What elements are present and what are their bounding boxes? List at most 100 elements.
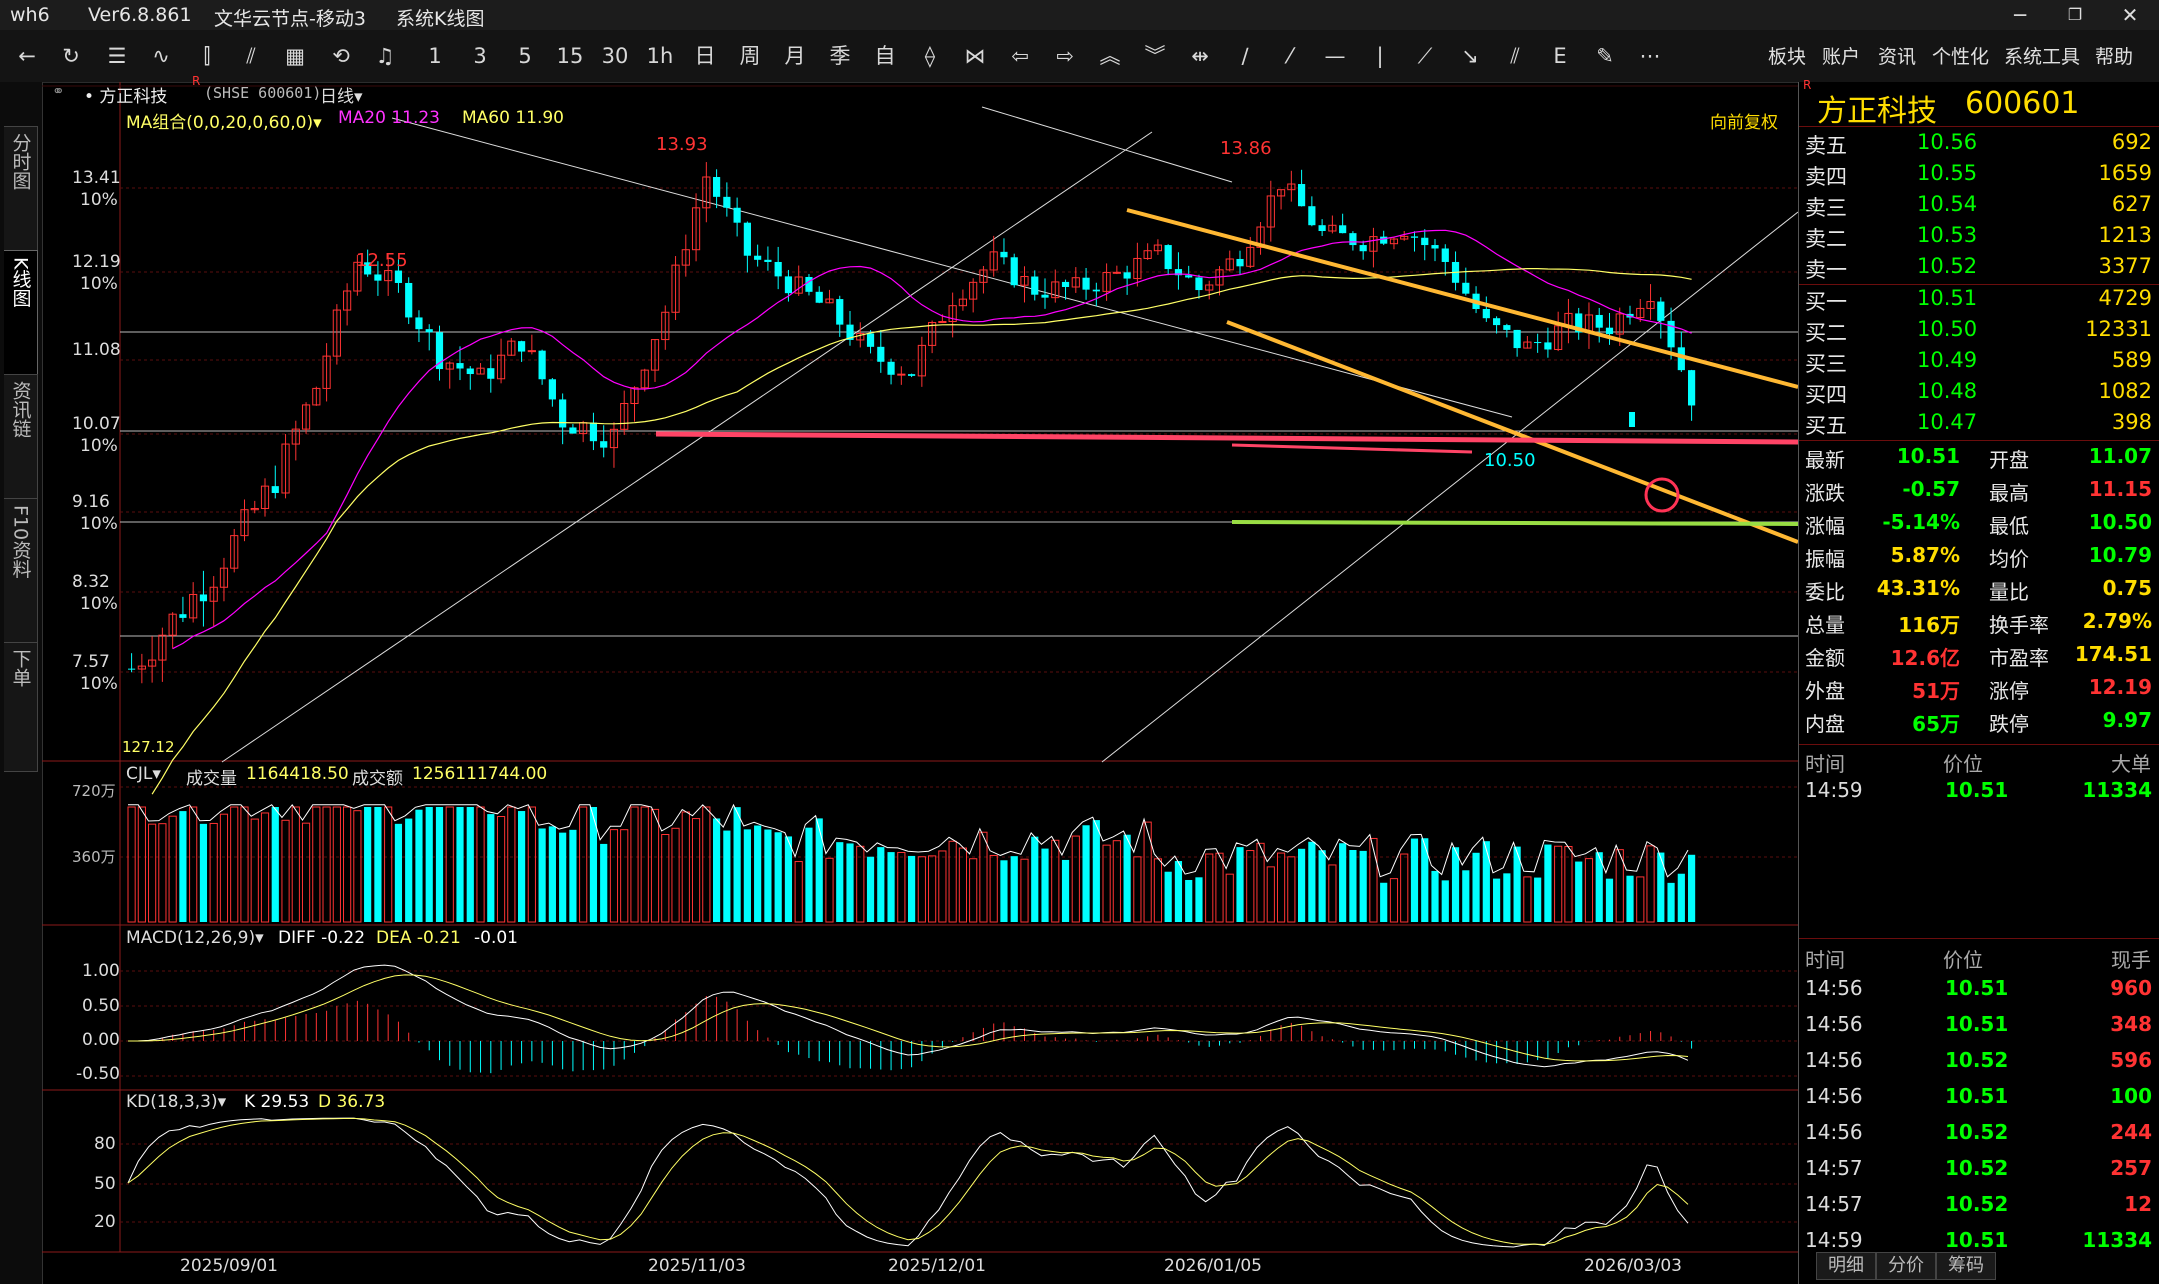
candle-body [168, 613, 177, 636]
candle-body [1513, 329, 1521, 349]
candle-body [764, 259, 772, 262]
period-1[interactable]: 1 [428, 44, 442, 68]
zoom-out-icon[interactable]: ⋈ [964, 44, 986, 68]
menu-sector[interactable]: 板块 [1768, 46, 1807, 68]
big-order-cell: 10.51 [1945, 778, 2009, 802]
minimize-icon[interactable]: ─ [2013, 3, 2027, 27]
menu-personalize[interactable]: 个性化 [1932, 46, 1990, 68]
macd-axis-05: 0.50 [82, 996, 120, 1016]
period-custom[interactable]: 自 [874, 44, 896, 68]
volume-bar [250, 818, 259, 923]
volume-bar [713, 818, 721, 922]
period-1h[interactable]: 1h [646, 44, 674, 68]
tick-cell: 257 [2110, 1156, 2152, 1180]
fib-icon[interactable]: Ε [1553, 44, 1567, 68]
down-icon[interactable]: ︾ [1144, 44, 1166, 68]
tick-cell: 14:56 [1805, 1012, 1863, 1036]
candle-body [1195, 277, 1203, 291]
menu-account[interactable]: 账户 [1822, 46, 1861, 68]
fuquan-label[interactable]: 向前复权 [1710, 113, 1778, 133]
scroll-left-icon[interactable]: ⇦ [1011, 44, 1029, 68]
volume-bar [1441, 880, 1449, 922]
loop-icon[interactable]: ⟲ [332, 44, 350, 68]
candle-body [230, 535, 239, 569]
volume-bar [764, 829, 772, 922]
list-icon[interactable]: ☰ [107, 44, 127, 68]
tab-detail[interactable]: 明细 [1816, 1252, 1876, 1280]
more-icon[interactable]: ⋯ [1639, 44, 1661, 68]
tab-price-dist[interactable]: 分价 [1876, 1252, 1936, 1280]
ray-icon[interactable]: ⟋ [1417, 44, 1433, 68]
draw-line-icon[interactable]: ∕ [1241, 44, 1249, 68]
back-icon[interactable]: ← [18, 44, 36, 68]
candle-body [1041, 294, 1049, 298]
ma-group-select[interactable]: MA组合(0,0,20,0,60,0)▾ [126, 113, 322, 133]
alarm-icon[interactable]: ♫ [375, 44, 395, 68]
level-volume: 1213 [2098, 223, 2152, 247]
volume-bar [343, 806, 352, 923]
candle-body [1256, 226, 1265, 248]
candle-body [487, 368, 495, 379]
tab-f10[interactable]: F10资料 [4, 498, 38, 648]
maximize-icon[interactable]: ❐ [2067, 5, 2083, 24]
vline-icon[interactable]: | [1376, 44, 1384, 68]
parallel-icon[interactable]: ⫽ [1510, 44, 1520, 68]
stat-value: 0.75 [2102, 576, 2152, 600]
bid-level[interactable]: 买二 10.50 12331 [1799, 317, 2159, 348]
ask-level[interactable]: 卖四 10.55 1659 [1799, 161, 2159, 192]
bar-icon[interactable]: ⫽ [246, 44, 256, 68]
price-axis-pct: 10% [80, 274, 118, 294]
menu-system-tools[interactable]: 系统工具 [2004, 46, 2081, 68]
refresh-icon[interactable]: ↻ [62, 44, 80, 68]
arrow-icon[interactable]: ↘ [1461, 44, 1479, 68]
tab-news-chain[interactable]: 资讯链 [4, 374, 38, 504]
menu-help[interactable]: 帮助 [2095, 46, 2134, 68]
period-month[interactable]: 月 [784, 44, 806, 68]
tab-kline[interactable]: K线图 [4, 250, 38, 380]
bid-level[interactable]: 买五 10.47 398 [1799, 410, 2159, 441]
period-select[interactable]: 日线▾ [320, 87, 363, 107]
zoom-in-icon[interactable]: ⟠ [924, 44, 936, 68]
tick-cell: 10.51 [1945, 1084, 2009, 1108]
bid-level[interactable]: 买四 10.48 1082 [1799, 379, 2159, 410]
scroll-right-icon[interactable]: ⇨ [1056, 44, 1074, 68]
ask-level[interactable]: 卖一 10.52 3377 [1799, 254, 2159, 285]
volume-bar [908, 855, 916, 922]
price-axis-pct: 10% [80, 190, 118, 210]
crosshair-icon[interactable]: ⇹ [1191, 44, 1209, 68]
ask-level[interactable]: 卖三 10.54 627 [1799, 192, 2159, 223]
period-3[interactable]: 3 [473, 44, 487, 68]
period-30[interactable]: 30 [601, 44, 629, 68]
bid-level[interactable]: 买三 10.49 589 [1799, 348, 2159, 379]
volume-bar [1482, 841, 1490, 922]
macd-select[interactable]: MACD(12,26,9)▾ [126, 928, 264, 948]
period-season[interactable]: 季 [829, 44, 851, 68]
period-week[interactable]: 周 [739, 44, 761, 68]
period-day[interactable]: 日 [694, 44, 716, 68]
stat-label: 内盘 [1805, 712, 1845, 736]
candle-icon[interactable]: ⫿ [203, 44, 211, 68]
kline-chart-area[interactable]: ⚭ • 方正科技 R (SHSE 600601) 日线▾ MA组合(0,0,20… [42, 74, 1798, 1284]
kd-select[interactable]: KD(18,3,3)▾ [126, 1092, 227, 1112]
draw-dash-icon[interactable]: ⁄ [1288, 44, 1292, 68]
volume-bar [681, 811, 690, 923]
hline-icon[interactable]: — [1324, 44, 1346, 68]
tab-order[interactable]: 下单 [4, 642, 38, 772]
line-chart-icon[interactable]: ∿ [152, 44, 170, 68]
volume-bar [1133, 856, 1142, 923]
ask-level[interactable]: 卖五 10.56 692 [1799, 130, 2159, 161]
candle-body [548, 379, 556, 400]
bid-level[interactable]: 买一 10.51 4729 [1799, 286, 2159, 317]
eraser-icon[interactable]: ✎ [1596, 44, 1614, 68]
period-5[interactable]: 5 [518, 44, 532, 68]
up-icon[interactable]: ︽ [1099, 44, 1121, 68]
close-icon[interactable]: ✕ [2121, 3, 2139, 27]
period-15[interactable]: 15 [556, 44, 584, 68]
grid-icon[interactable]: ▦ [285, 44, 305, 68]
tab-chips[interactable]: 筹码 [1936, 1252, 1996, 1280]
link-icon[interactable]: ⚭ [52, 82, 65, 100]
tab-timeshare[interactable]: 分时图 [4, 126, 38, 256]
cjl-select[interactable]: CJL▾ [126, 764, 161, 784]
menu-news[interactable]: 资讯 [1878, 46, 1917, 68]
ask-level[interactable]: 卖二 10.53 1213 [1799, 223, 2159, 254]
